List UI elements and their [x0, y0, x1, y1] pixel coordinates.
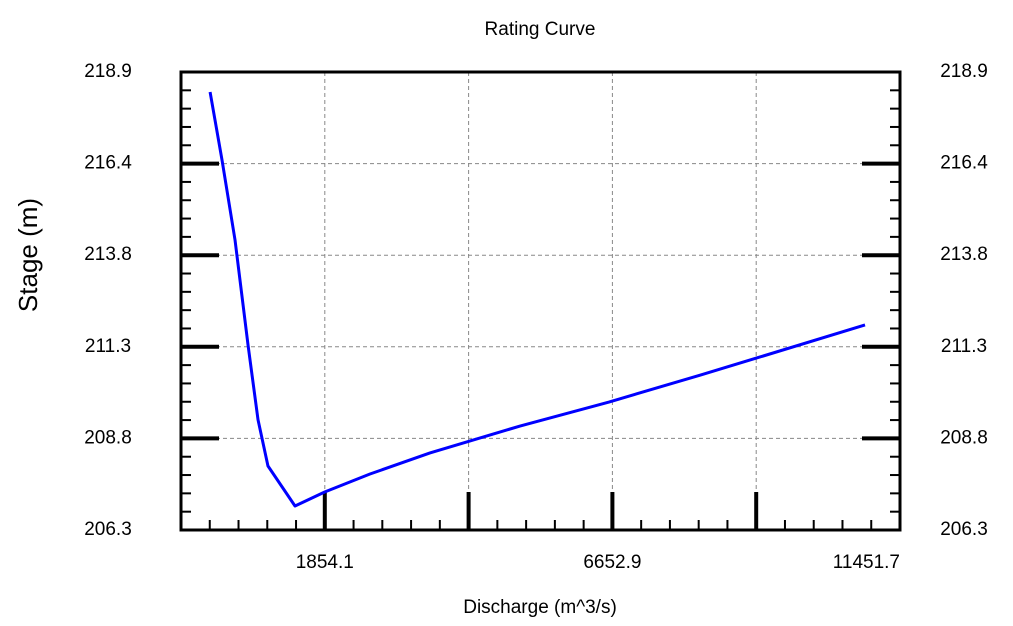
- x-axis-label: Discharge (m^3/s): [463, 597, 617, 618]
- y-tick-label: 216.4: [84, 153, 132, 174]
- x-tick-label: 11451.7: [833, 552, 900, 573]
- data-line: [208, 91, 866, 508]
- y2-tick-label: 206.3: [940, 519, 988, 540]
- chart-title: Rating Curve: [485, 19, 596, 40]
- y-tick-label: 211.3: [85, 336, 131, 357]
- y-tick-label: 206.3: [84, 519, 132, 540]
- y-axis-label: Stage (m): [13, 198, 43, 312]
- plot-frame: [179, 70, 902, 532]
- y-tick-label: 218.9: [84, 61, 132, 82]
- x-tick-label: 1854.1: [296, 552, 354, 573]
- y2-tick-label: 216.4: [940, 153, 988, 174]
- x-tick-label: 6652.9: [583, 552, 641, 573]
- y2-tick-label: 218.9: [940, 61, 988, 82]
- y-tick-label: 208.8: [84, 427, 132, 448]
- y-tick-label: 213.8: [84, 244, 132, 265]
- y2-tick-label: 211.3: [941, 336, 987, 357]
- y2-tick-label: 213.8: [940, 244, 988, 265]
- y2-tick-label: 208.8: [940, 427, 988, 448]
